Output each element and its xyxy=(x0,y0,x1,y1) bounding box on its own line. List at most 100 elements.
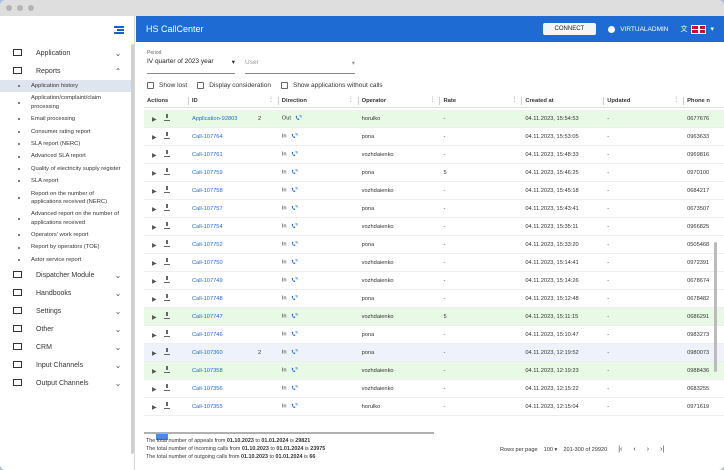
column-rate[interactable]: Rate ⋮ xyxy=(440,95,523,107)
collapse-menu-icon[interactable] xyxy=(114,26,124,34)
window-minimize-dot[interactable] xyxy=(17,5,23,11)
next-page-button[interactable]: › xyxy=(646,446,650,453)
window-maximize-dot[interactable] xyxy=(28,5,34,11)
download-icon[interactable] xyxy=(163,348,170,355)
sidebar-item-dispatcher-module[interactable]: Dispatcher Module ⌄ xyxy=(0,266,134,284)
record-link[interactable]: Call-107761 xyxy=(191,151,223,158)
download-icon[interactable] xyxy=(163,294,170,301)
play-icon[interactable]: ▶ xyxy=(152,225,157,231)
sidebar-item-reports[interactable]: Reports ⌃ xyxy=(0,62,134,80)
play-icon[interactable]: ▶ xyxy=(152,369,157,375)
sidebar-item-application[interactable]: Application ⌄ xyxy=(0,44,134,62)
play-icon[interactable]: ▶ xyxy=(152,315,157,321)
record-link[interactable]: Call-107754 xyxy=(191,223,223,230)
table-row[interactable]: ▶ Call-107754 In vozhdaienko - 04.11.2023, 15… xyxy=(144,218,724,236)
prev-page-button[interactable]: ‹ xyxy=(633,446,636,453)
record-link[interactable]: Call-107759 xyxy=(191,169,223,176)
record-link[interactable]: Call-107758 xyxy=(191,187,223,194)
horizontal-scrollbar[interactable] xyxy=(144,432,434,434)
play-icon[interactable]: ▶ xyxy=(152,153,157,159)
sidebar-subitem[interactable]: Quality of electricity supply register xyxy=(0,163,134,175)
table-row[interactable]: ▶ Call-107356 In vozhdaienko - 04.11.2023, 12… xyxy=(144,380,724,398)
play-icon[interactable]: ▶ xyxy=(152,189,157,195)
download-icon[interactable] xyxy=(163,258,170,265)
table-scrollbar[interactable] xyxy=(714,242,717,372)
play-icon[interactable]: ▶ xyxy=(152,297,157,303)
table-row[interactable]: ▶ Call-107749 In vozhdaienko - 04.11.2023, 15… xyxy=(144,272,724,290)
sidebar-scrollbar[interactable] xyxy=(131,44,134,454)
table-row[interactable]: ▶ Call-107748 In pona - 04.11.2023, 15:12:48 -… xyxy=(144,290,724,308)
display-consideration-checkbox[interactable]: Display consideration xyxy=(197,81,271,89)
sidebar-subitem[interactable]: Report by operators (TOE) xyxy=(0,241,134,253)
sidebar-subitem[interactable]: Advanced SLA report xyxy=(0,150,134,162)
table-row[interactable]: ▶ Call-107758 In vozhdaienko - 04.11.2023, 15… xyxy=(144,182,724,200)
sidebar-subitem[interactable]: Application history xyxy=(0,80,134,93)
column-created-at[interactable]: Created at xyxy=(522,95,605,107)
download-icon[interactable] xyxy=(163,384,170,391)
record-link[interactable]: Call-107749 xyxy=(191,277,223,284)
download-icon[interactable] xyxy=(163,312,170,319)
column-actions[interactable]: Actions xyxy=(144,95,189,107)
record-link[interactable]: Call-107358 xyxy=(191,367,223,374)
download-icon[interactable] xyxy=(163,186,170,193)
connect-button[interactable]: CONNECT xyxy=(542,23,597,35)
play-icon[interactable]: ▶ xyxy=(152,135,157,141)
sidebar-item-settings[interactable]: Settings ⌄ xyxy=(0,302,134,320)
play-icon[interactable]: ▶ xyxy=(152,351,157,357)
table-row[interactable]: ▶ Call-107358 In vozhdaienko - 04.11.2023, 12… xyxy=(144,362,724,380)
sidebar-subitem[interactable]: Advanced report on the number of applica… xyxy=(0,208,134,229)
first-page-button[interactable]: |‹ xyxy=(618,446,623,453)
download-icon[interactable] xyxy=(163,132,170,139)
record-link[interactable]: Call-107356 xyxy=(191,385,223,392)
table-row[interactable]: ▶ Call-107759 In pona 5 04.11.2023, 15:46:25 -… xyxy=(144,164,724,182)
sidebar-subitem[interactable]: Report on the number of applications rec… xyxy=(0,188,134,209)
sidebar-subitem[interactable]: SLA report (NERC) xyxy=(0,138,134,150)
record-link[interactable]: Call-107746 xyxy=(191,331,223,338)
record-link[interactable]: Call-107748 xyxy=(191,295,223,302)
sidebar-subitem[interactable]: Operators' work report xyxy=(0,229,134,241)
download-icon[interactable] xyxy=(163,204,170,211)
play-icon[interactable]: ▶ xyxy=(152,171,157,177)
column-operator[interactable]: Operator ⋮ xyxy=(359,95,441,107)
table-row[interactable]: ▶ Call-107752 In pona - 04.11.2023, 15:33:20 -… xyxy=(144,236,724,254)
table-row[interactable]: ▶ Call-107746 In pona - 04.11.2023, 15:10:47 -… xyxy=(144,326,724,344)
user-select[interactable]: User ▾ xyxy=(245,58,355,74)
play-icon[interactable]: ▶ xyxy=(152,207,157,213)
record-link[interactable]: Call-107747 xyxy=(191,313,223,320)
download-icon[interactable] xyxy=(163,276,170,283)
language-selector[interactable]: 文 ▾ xyxy=(680,24,714,34)
sidebar-subitem[interactable]: Email processing xyxy=(0,113,134,125)
sidebar-subitem[interactable]: Application/complaint/claim processing xyxy=(0,92,134,113)
record-link[interactable]: Call-107757 xyxy=(191,205,223,212)
table-row[interactable]: ▶ Call-107757 In pona - 04.11.2023, 15:43:41 -… xyxy=(144,200,724,218)
column-updated[interactable]: Updated ⋮ xyxy=(604,95,685,107)
window-close-dot[interactable] xyxy=(6,5,12,11)
rows-per-page-select[interactable]: 100 ▾ xyxy=(543,446,558,453)
sidebar-item-output-channels[interactable]: Output Channels ⌄ xyxy=(0,374,134,392)
play-icon[interactable]: ▶ xyxy=(152,333,157,339)
download-icon[interactable] xyxy=(163,240,170,247)
show-without-calls-checkbox[interactable]: Show applications without calls xyxy=(280,81,383,89)
sidebar-item-other[interactable]: Other ⌄ xyxy=(0,320,134,338)
period-select[interactable]: Period IV quarter of 2023 year ▾ xyxy=(147,50,235,74)
table-row[interactable]: ▶ Call-107764 In pona - 04.11.2023, 15:53:05 -… xyxy=(144,128,724,146)
record-link[interactable]: Call-107355 xyxy=(191,403,223,410)
column-direction[interactable]: Direction ⋮ xyxy=(279,95,359,107)
play-icon[interactable]: ▶ xyxy=(152,387,157,393)
record-link[interactable]: Call-107750 xyxy=(191,259,223,266)
column-phone[interactable]: Phone n xyxy=(687,97,710,104)
record-link[interactable]: Application-92803 xyxy=(191,115,238,122)
sidebar-subitem[interactable]: Consumer rating report xyxy=(0,126,134,138)
table-row[interactable]: ▶ Call-107360 2 In pona - 04.11.2023, 12:19:52… xyxy=(144,344,724,362)
download-icon[interactable] xyxy=(163,330,170,337)
sidebar-subitem[interactable]: SLA report xyxy=(0,175,134,187)
download-icon[interactable] xyxy=(163,168,170,175)
sidebar-subitem[interactable]: Astor service report xyxy=(0,254,134,266)
download-icon[interactable] xyxy=(163,222,170,229)
sidebar-item-handbooks[interactable]: Handbooks ⌄ xyxy=(0,284,134,302)
column-id[interactable]: ID ⋮ xyxy=(189,95,279,107)
download-icon[interactable] xyxy=(163,402,170,409)
play-icon[interactable]: ▶ xyxy=(152,279,157,285)
play-icon[interactable]: ▶ xyxy=(152,261,157,267)
sidebar-item-crm[interactable]: CRM ⌄ xyxy=(0,338,134,356)
